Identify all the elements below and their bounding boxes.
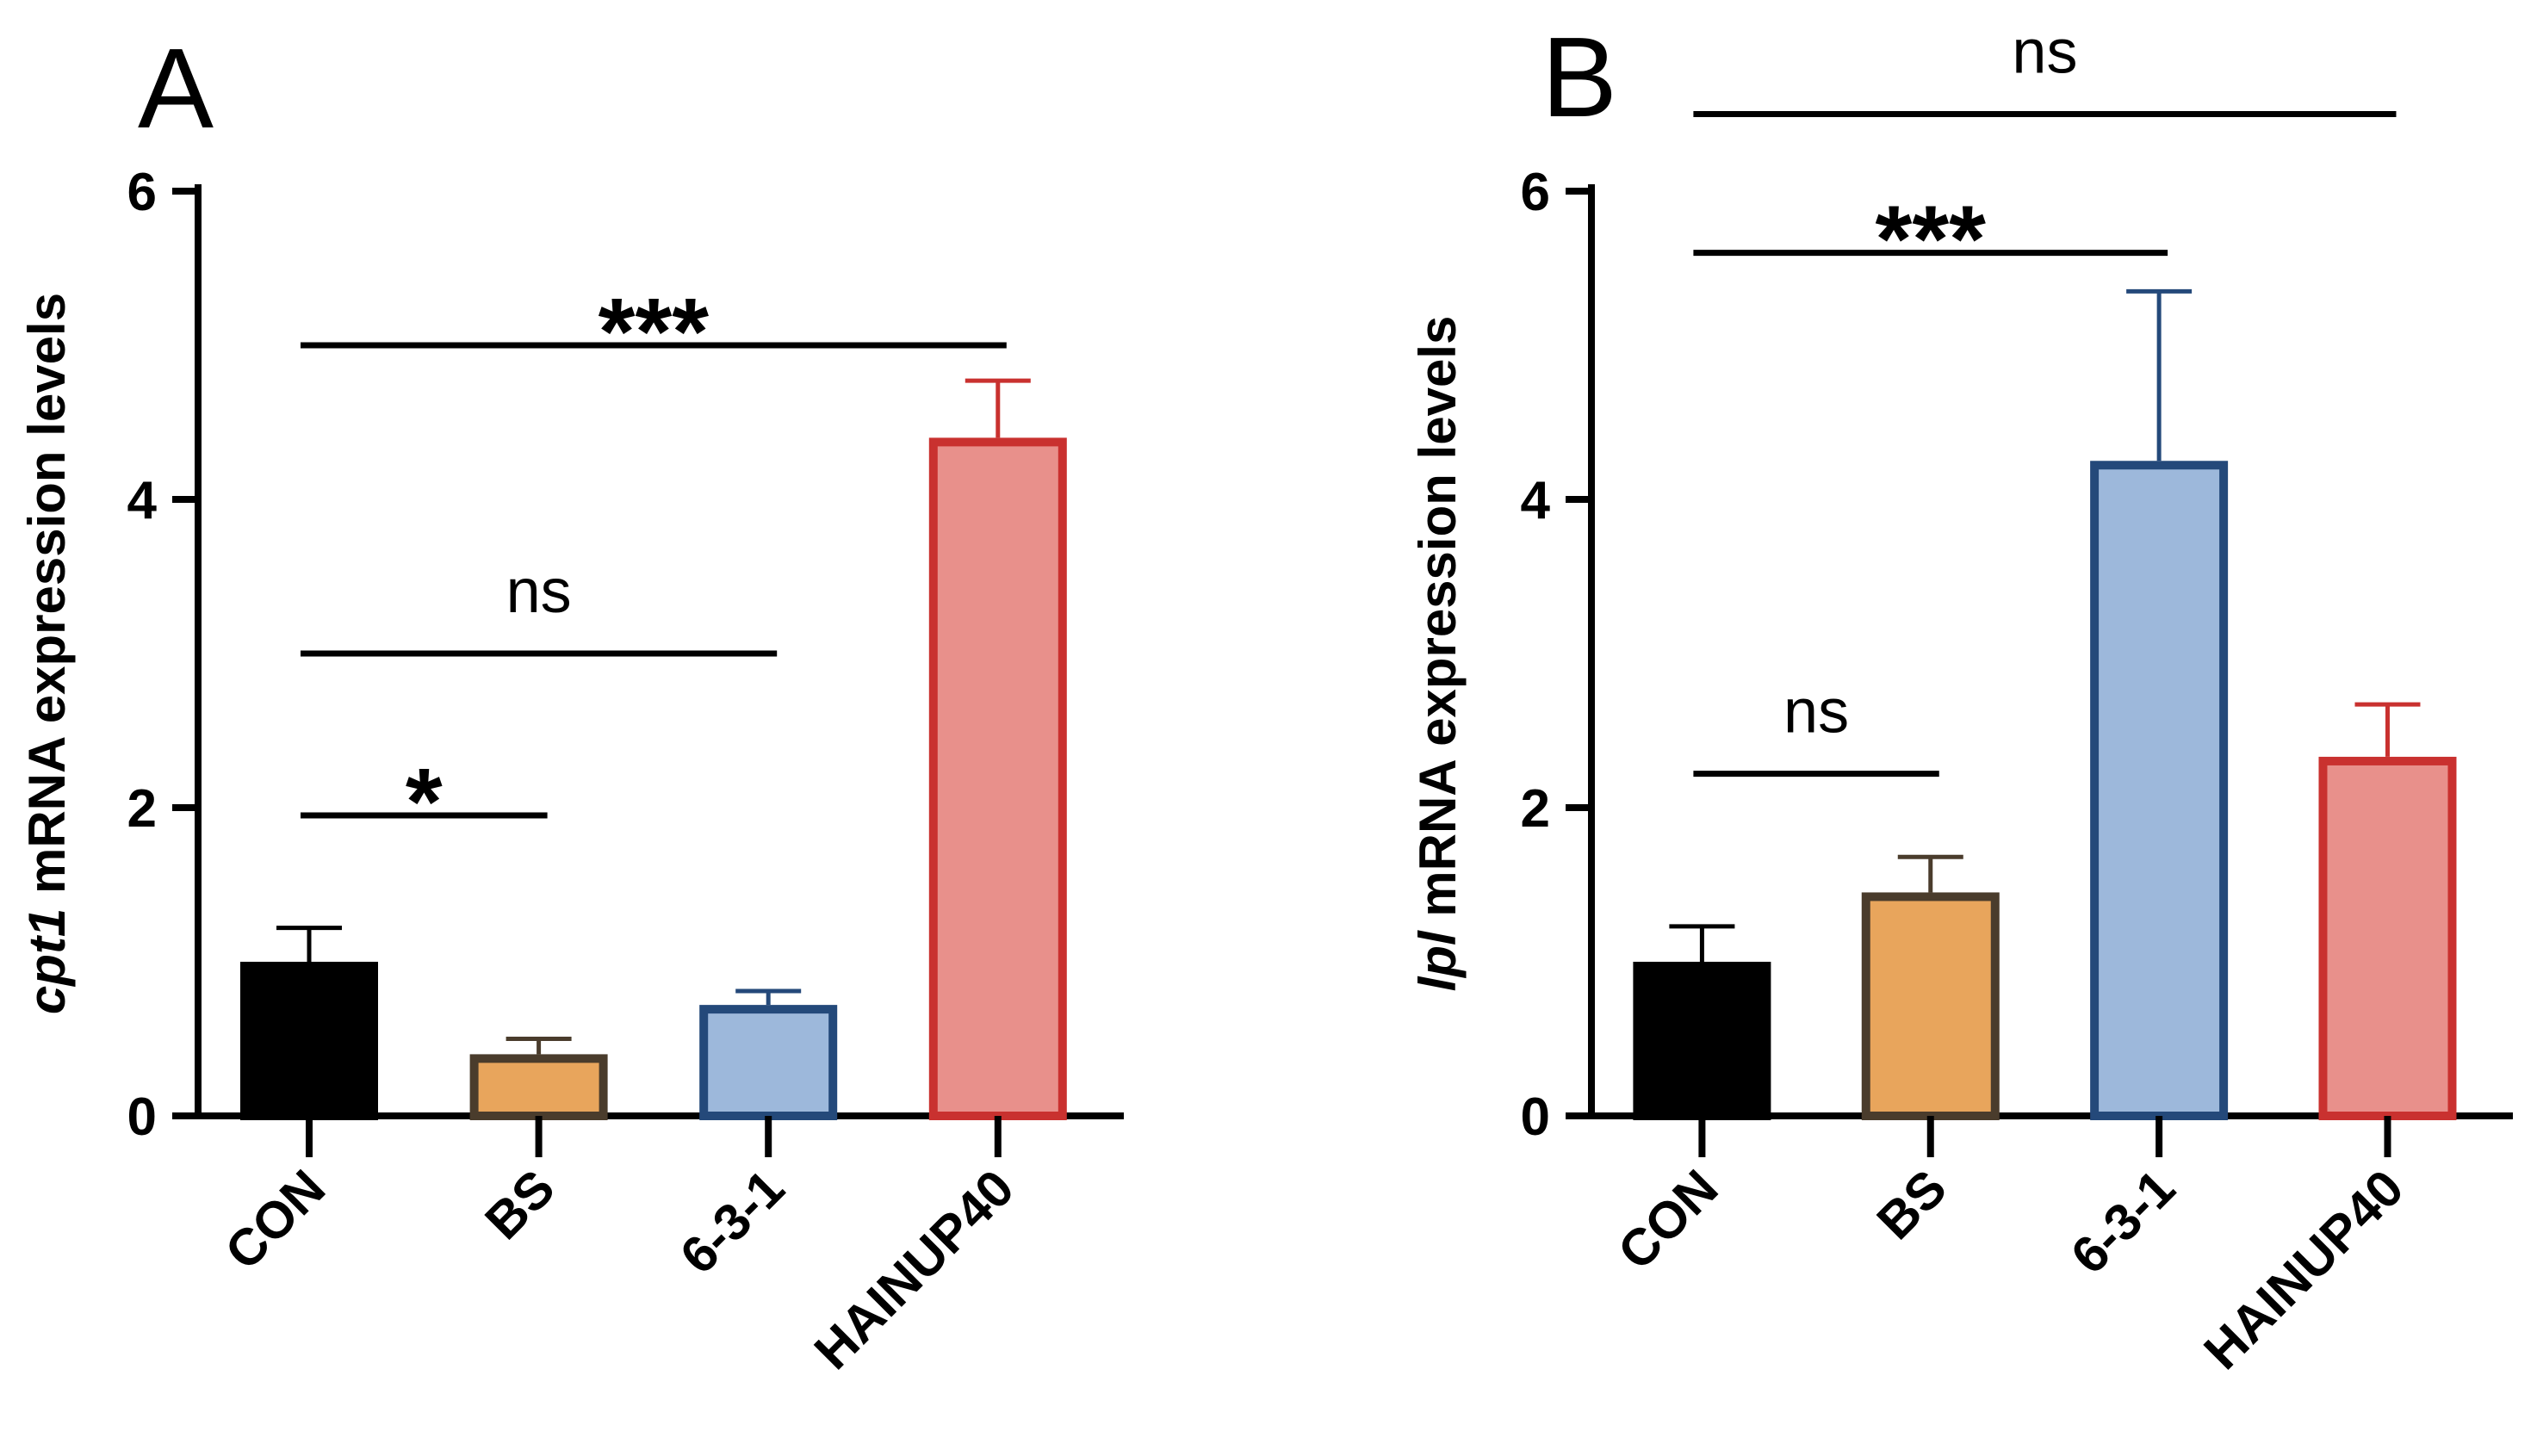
category-label: BS — [1866, 1159, 1957, 1250]
category-label: 6-3-1 — [2060, 1159, 2186, 1285]
significance-label: ns — [506, 557, 572, 626]
y-axis-label: lpl mRNA expression levels — [1409, 316, 1467, 992]
y-axis-label-gene: cpt1 — [18, 908, 76, 1014]
bar-bs — [1861, 892, 2000, 1120]
significance-label: ns — [1783, 678, 1849, 747]
panel-letter: A — [138, 25, 214, 152]
y-tick-label: 2 — [1521, 779, 1550, 839]
y-tick-label: 6 — [1521, 163, 1550, 222]
y-axis-label-text: mRNA expression levels — [18, 293, 76, 908]
y-tick-label: 0 — [1521, 1087, 1550, 1147]
category-label: HAINUP40 — [803, 1159, 1025, 1380]
bar-hainup40 — [928, 437, 1067, 1120]
significance-label: * — [406, 749, 443, 855]
bar-hainup40 — [2318, 756, 2457, 1120]
y-axis-label-gene: lpl — [1409, 930, 1467, 991]
bar-6-3-1 — [2090, 461, 2229, 1120]
panel-b: B 0 2 4 6 lpl mRNA expression levels CON BS 6-3-… — [1409, 14, 2513, 1380]
category-label: CON — [1607, 1159, 1729, 1281]
y-axis-label: cpt1 mRNA expression levels — [18, 293, 76, 1014]
y-tick-label: 4 — [127, 471, 158, 530]
panel-letter: B — [1541, 14, 1617, 140]
y-tick-label: 0 — [127, 1087, 157, 1147]
category-label: BS — [474, 1159, 565, 1250]
category-label: CON — [214, 1159, 337, 1281]
category-label: HAINUP40 — [2193, 1159, 2414, 1380]
significance-label: ns — [2012, 18, 2077, 87]
significance-label: *** — [599, 279, 710, 385]
significance-label: *** — [1876, 187, 1987, 293]
panel-a: A 0 2 4 6 cpt1 mRNA expression levels CON BS 6-3… — [18, 25, 1124, 1380]
y-tick-label: 4 — [1521, 471, 1551, 530]
y-tick-label: 6 — [127, 163, 157, 222]
bar-con — [240, 962, 378, 1120]
category-label: 6-3-1 — [669, 1159, 795, 1285]
y-axis-label-text: mRNA expression levels — [1409, 316, 1467, 932]
bar-con — [1633, 962, 1771, 1120]
bar-6-3-1 — [699, 1005, 838, 1120]
y-tick-label: 2 — [127, 779, 157, 839]
bar-bs — [469, 1054, 608, 1121]
